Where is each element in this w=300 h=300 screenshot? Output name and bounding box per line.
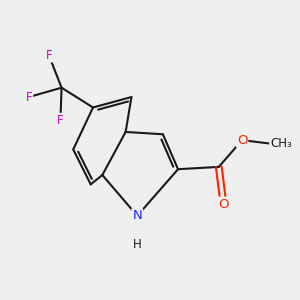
- Text: F: F: [57, 114, 64, 127]
- Text: CH₃: CH₃: [270, 137, 292, 150]
- Text: F: F: [46, 49, 52, 62]
- Text: O: O: [218, 198, 229, 211]
- Text: H: H: [133, 238, 142, 251]
- Text: O: O: [237, 134, 247, 147]
- Text: N: N: [132, 209, 142, 222]
- Text: F: F: [26, 91, 32, 103]
